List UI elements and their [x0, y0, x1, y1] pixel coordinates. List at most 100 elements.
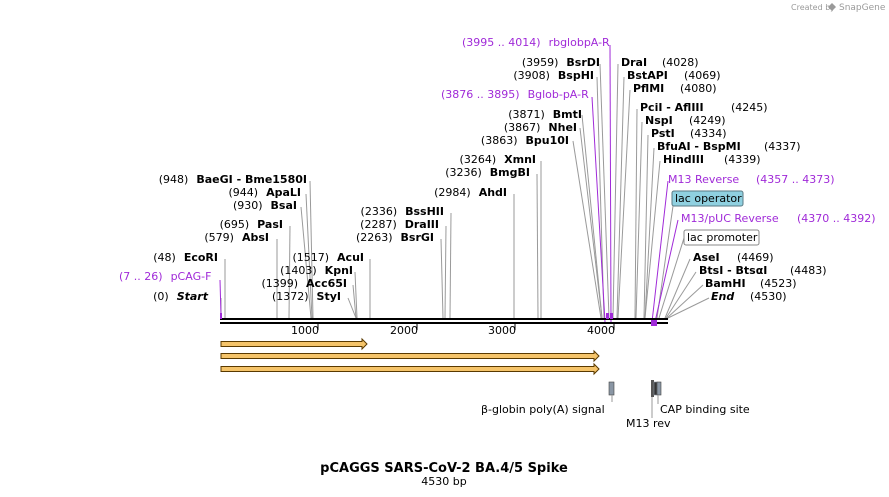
site-name: BmgBI	[490, 166, 530, 179]
site-name: PstI	[651, 127, 675, 140]
site-name: BssHII	[405, 205, 444, 218]
site-acui: (1517) AcuI	[292, 251, 364, 264]
site-bsphi: (3908) BspHI	[513, 69, 594, 82]
site-asei: AseI (4469)	[693, 251, 774, 264]
site-name: DraI	[621, 56, 647, 69]
beta-globin-label: β-globin poly(A) signal	[481, 403, 605, 416]
site-name: BtsI - BtsαI	[699, 264, 767, 277]
site-draiii: (2287) DraIII	[360, 218, 439, 231]
tick-label-2000: 2000	[390, 324, 418, 337]
site-bsrgi: (2263) BsrGI	[356, 231, 434, 244]
site-drai: DraI (4028)	[621, 56, 699, 69]
lac-promoter-label: lac promoter	[687, 231, 758, 244]
cap-site-marker	[656, 381, 662, 396]
site-pcii-afliii: PciI - AflIII (4245)	[640, 101, 768, 114]
site-absi: (579) AbsI	[204, 231, 269, 244]
site-pos: (948)	[159, 173, 189, 186]
primer-name: rbglobpA-R	[549, 36, 610, 49]
site-name: AbsI	[242, 231, 269, 244]
site-pos: (930)	[233, 199, 263, 212]
site-pos: (4337)	[764, 140, 801, 153]
site-pos: (4334)	[690, 127, 727, 140]
scale-ticks	[317, 324, 615, 330]
site-name: Acc65I	[306, 277, 347, 290]
site-pos: (1517)	[292, 251, 329, 264]
site-end: End (4530)	[711, 290, 787, 303]
site-pos: (1403)	[280, 264, 317, 277]
site-bsai: (930) BsaI	[233, 199, 297, 212]
site-name: AcuI	[337, 251, 364, 264]
site-name: Start	[177, 290, 209, 303]
site-name: StyI	[317, 290, 341, 303]
primer-bglob-pa-r: (3876 .. 3895) Bglob-pA-R	[441, 88, 589, 101]
site-name: HindIII	[663, 153, 704, 166]
site-pos: (1372)	[272, 290, 309, 303]
primer-connectors	[219, 44, 679, 323]
map-length: 4530 bp	[421, 475, 466, 488]
site-nspi: NspI (4249)	[645, 114, 726, 127]
site-kpni: (1403) KpnI	[280, 264, 353, 277]
map-title: pCAGGS SARS-CoV-2 BA.4/5 Spike	[320, 461, 568, 476]
site-nhei: (3867) NheI	[504, 121, 577, 134]
site-pos: (48)	[153, 251, 176, 264]
site-pos: (4249)	[689, 114, 726, 127]
site-name: XmnI	[504, 153, 536, 166]
snapgene-logo-icon	[828, 3, 836, 11]
site-hindiii: HindIII (4339)	[663, 153, 761, 166]
site-name: BmtI	[553, 108, 582, 121]
site-pos: (4069)	[684, 69, 721, 82]
site-xmni: (3264) XmnI	[460, 153, 536, 166]
site-name: BfuAI - BspMI	[657, 140, 741, 153]
primer-pcag-f: (7 .. 26) pCAG-F	[119, 270, 211, 283]
site-pasi: (695) PasI	[220, 218, 283, 231]
site-bstapi: BstAPI (4069)	[627, 69, 721, 82]
site-pos: (2287)	[360, 218, 397, 231]
orf-arrows	[220, 337, 600, 376]
site-pos: (3863)	[481, 134, 518, 147]
site-ahdi: (2984) AhdI	[434, 186, 507, 199]
site-name: PflMI	[633, 82, 664, 95]
primer-range: (3876 .. 3895)	[441, 88, 520, 101]
site-pos: (4483)	[790, 264, 827, 277]
site-pos: (4245)	[731, 101, 768, 114]
site-name: BaeGI - Bme1580I	[196, 173, 307, 186]
tick-label-3000: 3000	[488, 324, 516, 337]
primer-range: (4357 .. 4373)	[756, 173, 835, 186]
site-name: BstAPI	[627, 69, 668, 82]
site-pos: (3959)	[522, 56, 559, 69]
orf-arrow-3	[220, 362, 600, 376]
site-name: DraIII	[405, 218, 439, 231]
primer-name: M13 Reverse	[668, 173, 739, 186]
orf-arrow-1	[220, 337, 368, 351]
site-pos: (4028)	[662, 56, 699, 69]
site-baegi-bme1580i: (948) BaeGI - Bme1580I	[159, 173, 307, 186]
site-pflmi: PflMI (4080)	[633, 82, 717, 95]
primer-range: (7 .. 26)	[119, 270, 163, 283]
site-name: EcoRI	[184, 251, 218, 264]
site-pos: (2336)	[361, 205, 398, 218]
site-connectors	[220, 63, 710, 319]
site-pos: (4080)	[680, 82, 717, 95]
site-name: Bpu10I	[526, 134, 570, 147]
site-bpu10i: (3863) Bpu10I	[481, 134, 569, 147]
site-styi: (1372) StyI	[272, 290, 341, 303]
tick-label-1000: 1000	[291, 324, 319, 337]
site-name: NspI	[645, 114, 673, 127]
backbone-top-strand	[220, 318, 668, 320]
site-pos: (4339)	[724, 153, 761, 166]
primer-m13-puc-reverse: M13/pUC Reverse (4370 .. 4392)	[681, 212, 876, 225]
site-pos: (3871)	[508, 108, 545, 121]
site-pos: (695)	[220, 218, 250, 231]
site-bsrdi: (3959) BsrDI	[522, 56, 600, 69]
site-name: PciI - AflIII	[640, 101, 704, 114]
credit-brand: SnapGene	[839, 3, 886, 13]
lac-operator-label: lac operator	[675, 192, 742, 205]
primer-range: (4370 .. 4392)	[797, 212, 876, 225]
beta-globin-polya-marker	[608, 381, 615, 396]
site-bamhi: BamHI (4523)	[705, 277, 797, 290]
site-psti: PstI (4334)	[651, 127, 727, 140]
site-name: PasI	[257, 218, 283, 231]
primer-marks	[220, 313, 657, 326]
site-bfuai-bspmi: BfuAI - BspMI (4337)	[657, 140, 801, 153]
site-acc65i: (1399) Acc65I	[261, 277, 347, 290]
